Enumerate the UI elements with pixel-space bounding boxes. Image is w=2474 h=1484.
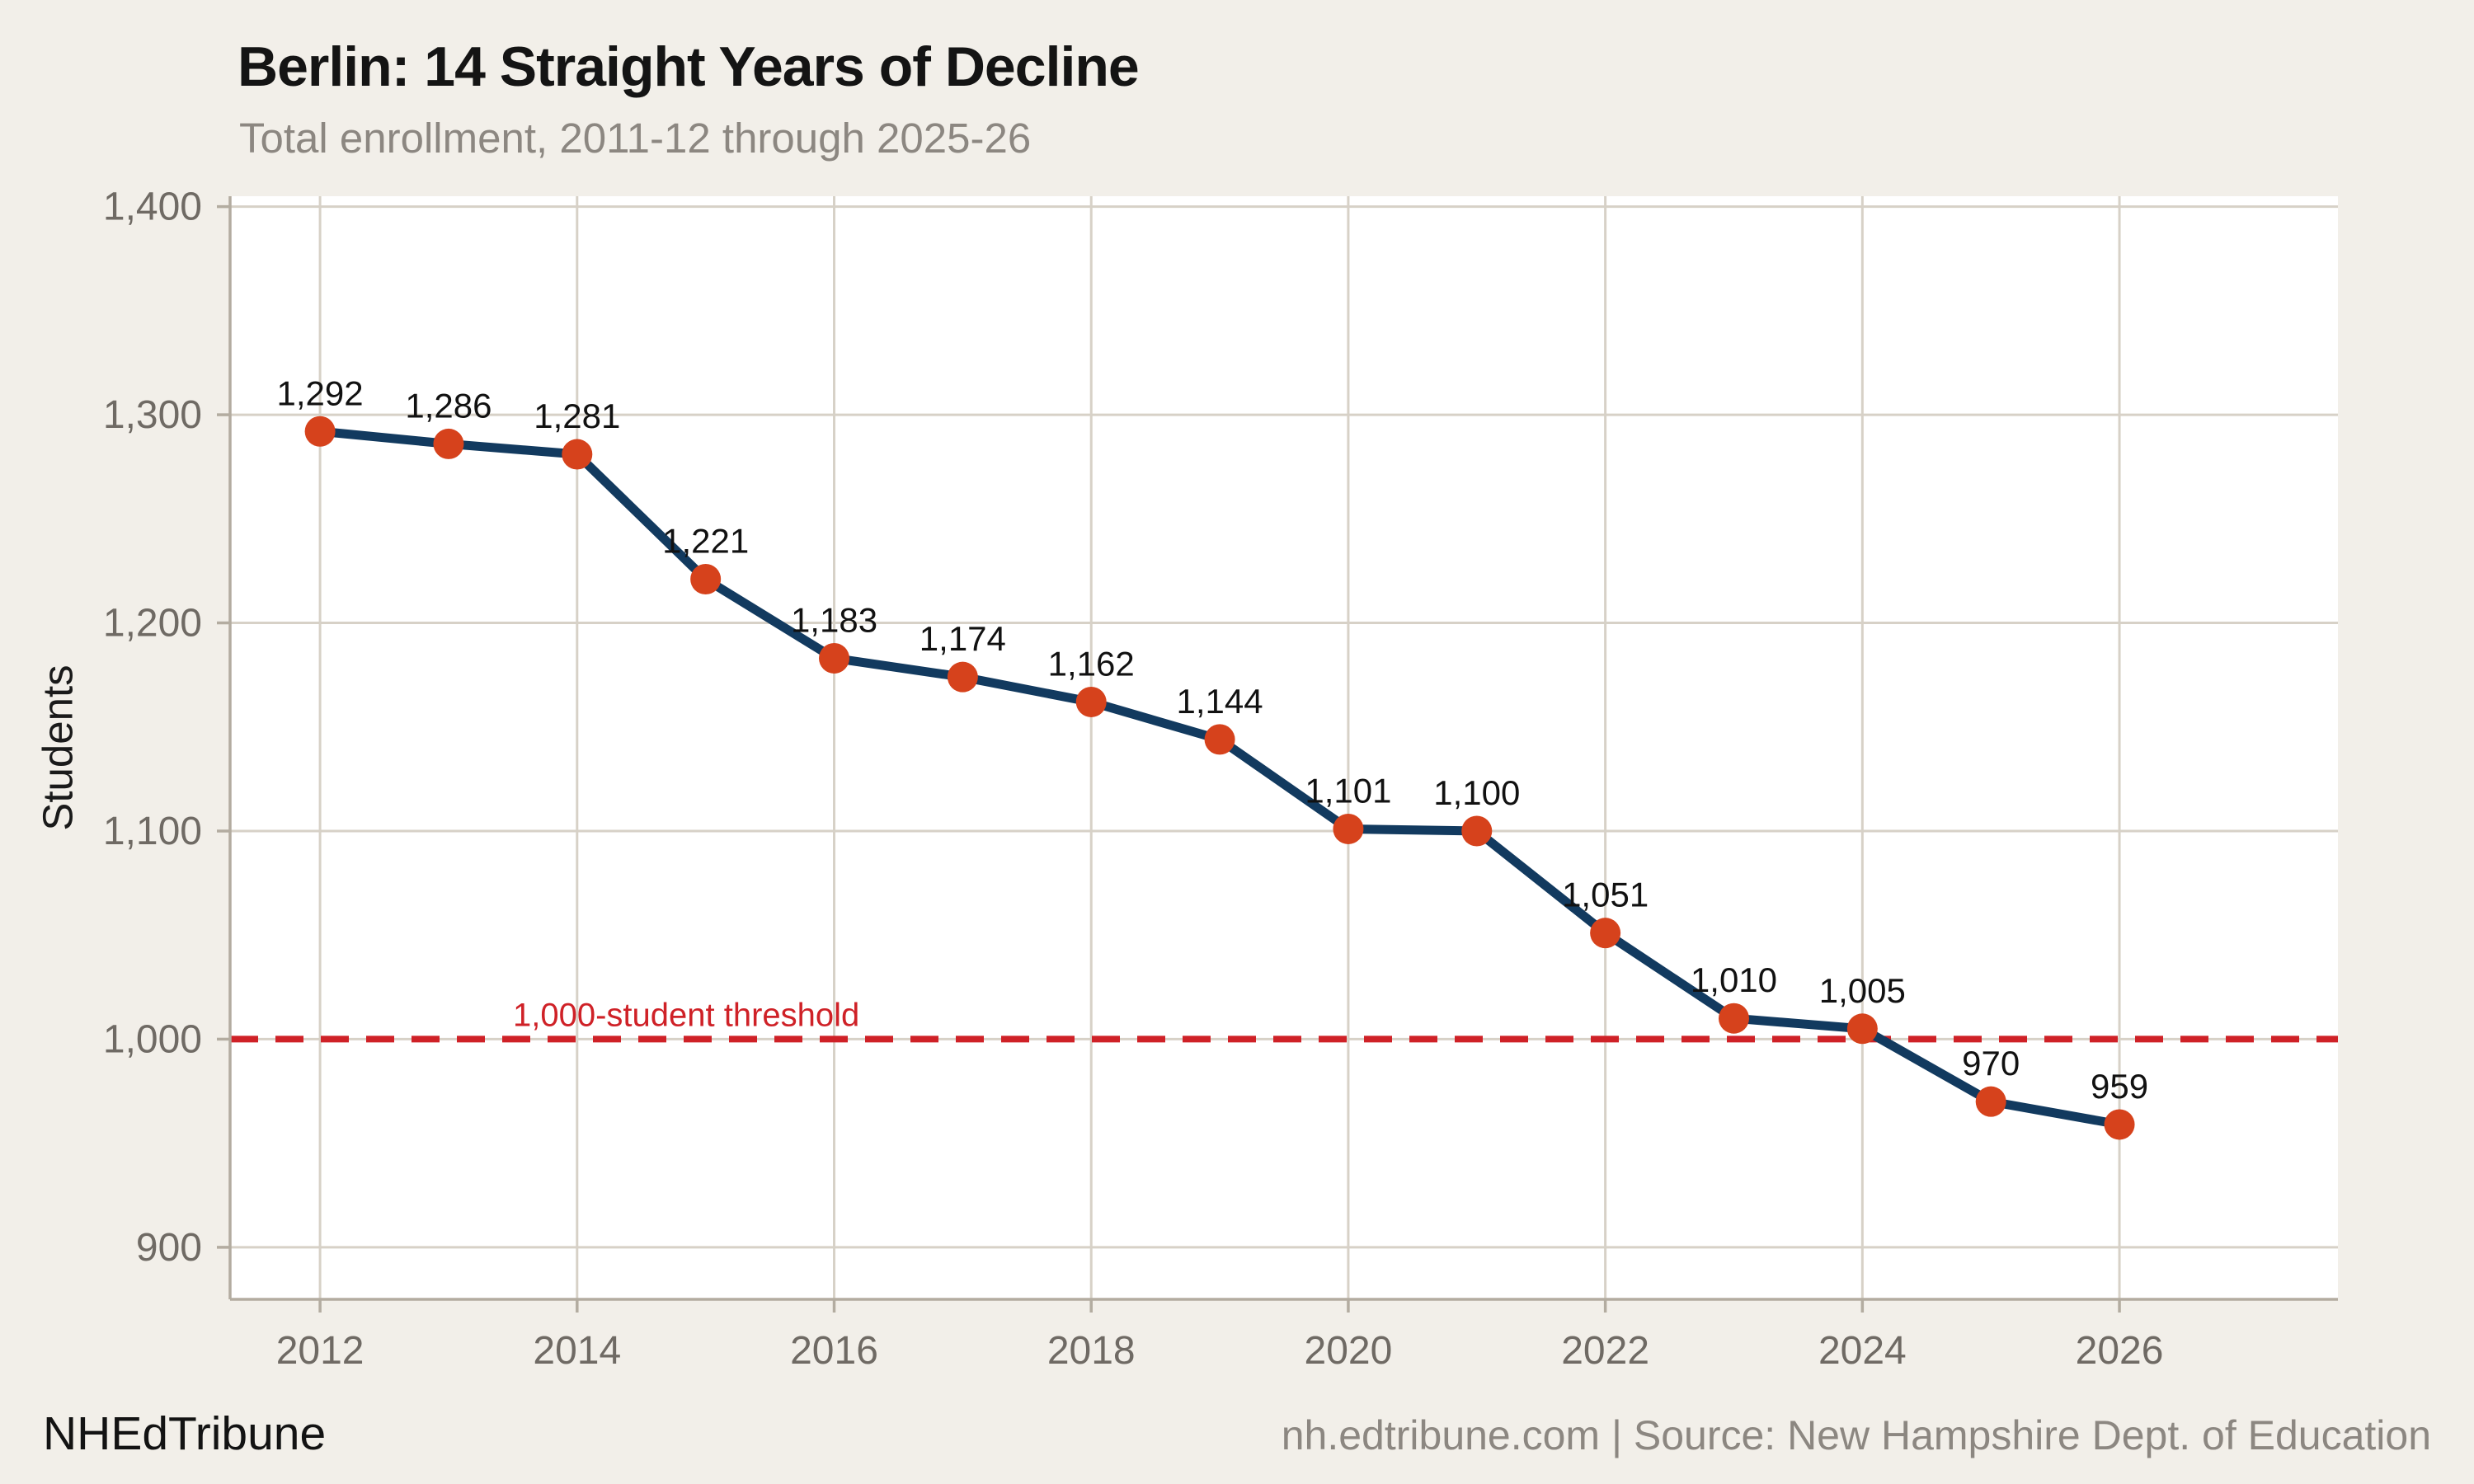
data-point-label: 1,101 [1305, 771, 1391, 810]
source-credit: nh.edtribune.com | Source: New Hampshire… [1281, 1412, 2431, 1458]
data-point [1590, 918, 1621, 949]
data-point [1461, 815, 1493, 847]
data-point-label: 1,162 [1048, 644, 1135, 683]
data-point-label: 1,010 [1691, 960, 1777, 999]
data-point [690, 564, 722, 595]
y-tick-label: 1,300 [103, 393, 202, 437]
data-point-label: 1,221 [662, 522, 749, 561]
x-tick-label: 2016 [790, 1329, 878, 1373]
x-tick-label: 2014 [533, 1329, 621, 1373]
y-tick-label: 1,000 [103, 1017, 202, 1061]
chart-title: Berlin: 14 Straight Years of Decline [238, 35, 1140, 98]
data-point-label: 1,144 [1177, 682, 1263, 721]
x-tick-label: 2020 [1305, 1329, 1393, 1373]
data-point-label: 1,174 [920, 619, 1006, 658]
y-tick-label: 1,400 [103, 186, 202, 229]
x-tick-label: 2018 [1047, 1329, 1136, 1373]
data-point [304, 416, 336, 447]
data-point [562, 439, 593, 470]
data-point-label: 959 [2091, 1067, 2148, 1106]
x-tick-label: 2024 [1818, 1329, 1907, 1373]
y-tick-label: 900 [136, 1226, 202, 1270]
data-point [1718, 1003, 1749, 1034]
data-point-label: 1,281 [534, 397, 620, 435]
data-point-label: 1,292 [277, 373, 364, 412]
threshold-label: 1,000-student threshold [513, 997, 859, 1033]
x-tick-label: 2022 [1561, 1329, 1649, 1373]
data-point [1975, 1086, 2006, 1117]
data-point-label: 1,100 [1433, 773, 1520, 812]
data-point-label: 970 [1962, 1044, 2020, 1082]
data-point [1846, 1013, 1878, 1045]
y-tick-label: 1,100 [103, 810, 202, 853]
data-point [2104, 1109, 2135, 1140]
x-tick-label: 2026 [2076, 1329, 2164, 1373]
data-point-label: 1,286 [405, 386, 492, 425]
data-point [1204, 724, 1235, 755]
data-point [433, 428, 464, 459]
y-tick-label: 1,200 [103, 602, 202, 646]
chart-subtitle: Total enrollment, 2011-12 through 2025-2… [239, 115, 1032, 162]
x-tick-label: 2012 [276, 1329, 365, 1373]
data-point [1333, 813, 1364, 844]
data-point [947, 661, 978, 693]
plot-panel [230, 196, 2338, 1299]
data-point [819, 642, 850, 674]
data-point-label: 1,051 [1562, 876, 1649, 914]
brand-wordmark: NHEdTribune [43, 1407, 327, 1460]
data-point [1075, 686, 1107, 717]
data-point-label: 1,005 [1819, 971, 1906, 1010]
data-point-label: 1,183 [791, 600, 877, 639]
